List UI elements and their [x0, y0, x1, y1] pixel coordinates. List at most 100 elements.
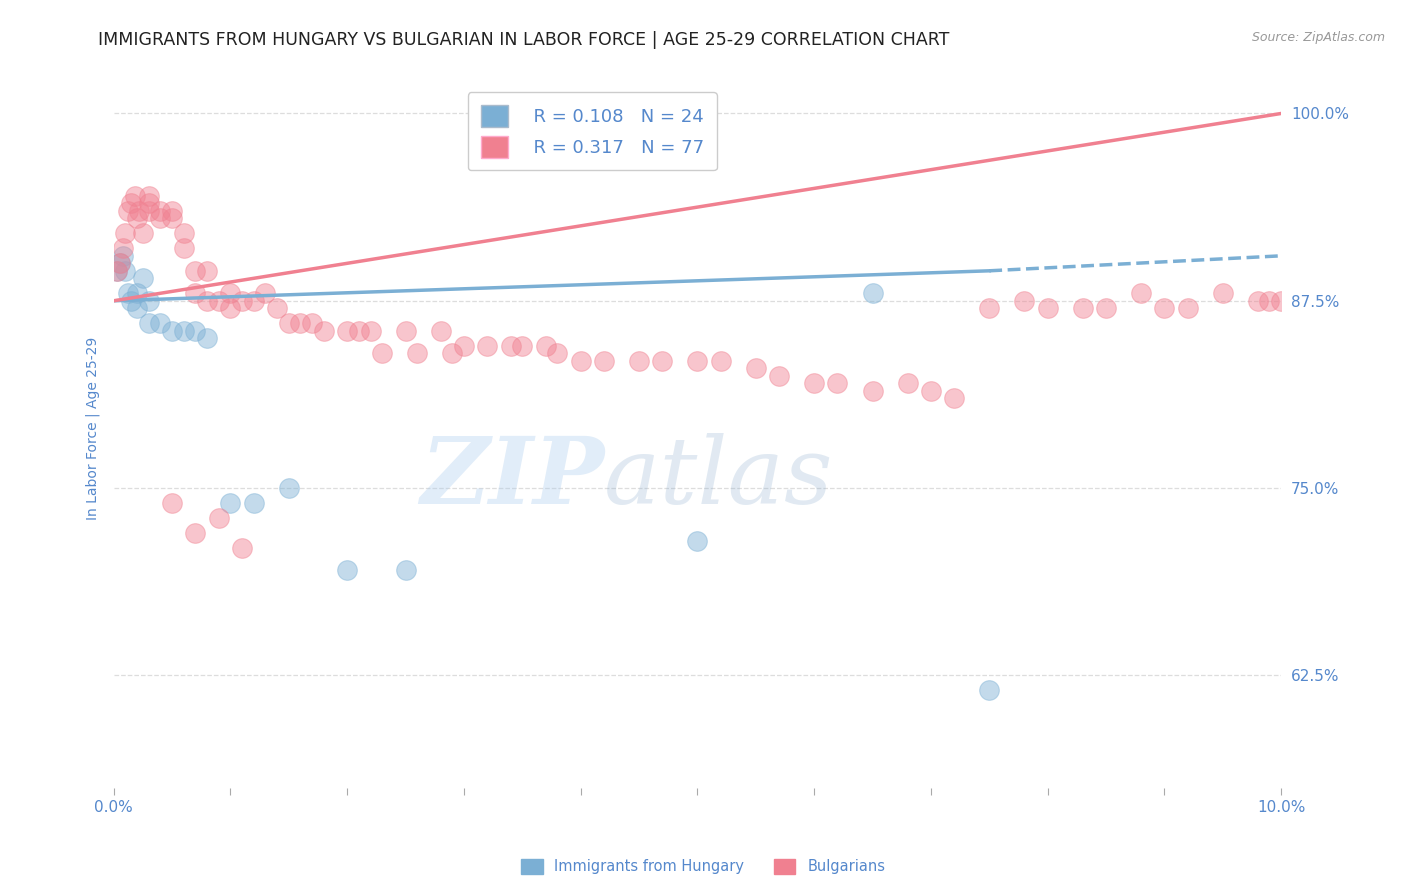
Point — [173, 241, 195, 255]
Point — [627, 353, 650, 368]
Point — [138, 189, 160, 203]
Point — [125, 211, 148, 226]
Point — [803, 376, 825, 391]
Point — [406, 346, 429, 360]
Point — [1258, 293, 1281, 308]
Point — [1095, 301, 1118, 316]
Point — [768, 368, 790, 383]
Text: ZIP: ZIP — [420, 434, 605, 524]
Point — [862, 384, 884, 398]
Point — [1177, 301, 1199, 316]
Point — [979, 683, 1001, 698]
Point — [120, 196, 142, 211]
Point — [219, 496, 242, 510]
Point — [371, 346, 394, 360]
Point — [1247, 293, 1270, 308]
Point — [336, 564, 359, 578]
Point — [394, 324, 416, 338]
Point — [453, 339, 475, 353]
Point — [195, 331, 218, 345]
Legend: Immigrants from Hungary, Bulgarians: Immigrants from Hungary, Bulgarians — [515, 853, 891, 880]
Point — [108, 256, 131, 270]
Point — [266, 301, 288, 316]
Point — [195, 264, 218, 278]
Point — [710, 353, 733, 368]
Point — [120, 293, 142, 308]
Point — [477, 339, 499, 353]
Point — [160, 203, 183, 218]
Point — [301, 316, 323, 330]
Point — [499, 339, 522, 353]
Point — [277, 316, 299, 330]
Point — [149, 203, 172, 218]
Point — [651, 353, 673, 368]
Point — [360, 324, 382, 338]
Legend:   R = 0.108   N = 24,   R = 0.317   N = 77: R = 0.108 N = 24, R = 0.317 N = 77 — [468, 92, 717, 170]
Point — [1036, 301, 1059, 316]
Point — [208, 511, 231, 525]
Point — [534, 339, 557, 353]
Point — [277, 481, 299, 495]
Point — [114, 227, 136, 241]
Point — [1012, 293, 1035, 308]
Point — [231, 293, 253, 308]
Point — [184, 286, 207, 301]
Point — [138, 196, 160, 211]
Point — [745, 361, 768, 376]
Point — [1153, 301, 1175, 316]
Point — [1212, 286, 1234, 301]
Point — [569, 353, 592, 368]
Point — [173, 227, 195, 241]
Point — [138, 293, 160, 308]
Point — [149, 316, 172, 330]
Point — [132, 271, 155, 285]
Point — [132, 227, 155, 241]
Point — [896, 376, 918, 391]
Point — [138, 316, 160, 330]
Point — [546, 346, 568, 360]
Point — [117, 203, 139, 218]
Point — [290, 316, 312, 330]
Point — [1130, 286, 1153, 301]
Point — [347, 324, 370, 338]
Point — [429, 324, 451, 338]
Y-axis label: In Labor Force | Age 25-29: In Labor Force | Age 25-29 — [86, 336, 100, 520]
Point — [112, 241, 135, 255]
Point — [312, 324, 335, 338]
Point — [160, 324, 183, 338]
Point — [219, 301, 242, 316]
Point — [1270, 293, 1292, 308]
Point — [114, 264, 136, 278]
Point — [184, 264, 207, 278]
Point — [394, 564, 416, 578]
Point — [184, 526, 207, 541]
Point — [108, 256, 131, 270]
Text: IMMIGRANTS FROM HUNGARY VS BULGARIAN IN LABOR FORCE | AGE 25-29 CORRELATION CHAR: IMMIGRANTS FROM HUNGARY VS BULGARIAN IN … — [98, 31, 950, 49]
Point — [124, 189, 146, 203]
Point — [138, 203, 160, 218]
Point — [173, 324, 195, 338]
Point — [943, 391, 966, 405]
Point — [219, 286, 242, 301]
Point — [149, 211, 172, 226]
Point — [862, 286, 884, 301]
Point — [510, 339, 533, 353]
Point — [125, 301, 148, 316]
Point — [979, 301, 1001, 316]
Point — [160, 211, 183, 226]
Point — [125, 286, 148, 301]
Text: atlas: atlas — [605, 434, 834, 524]
Point — [920, 384, 942, 398]
Point — [184, 324, 207, 338]
Point — [160, 496, 183, 510]
Point — [112, 249, 135, 263]
Point — [128, 203, 150, 218]
Point — [242, 293, 264, 308]
Point — [254, 286, 277, 301]
Point — [231, 541, 253, 555]
Point — [827, 376, 849, 391]
Point — [336, 324, 359, 338]
Point — [441, 346, 464, 360]
Point — [208, 293, 231, 308]
Point — [1071, 301, 1094, 316]
